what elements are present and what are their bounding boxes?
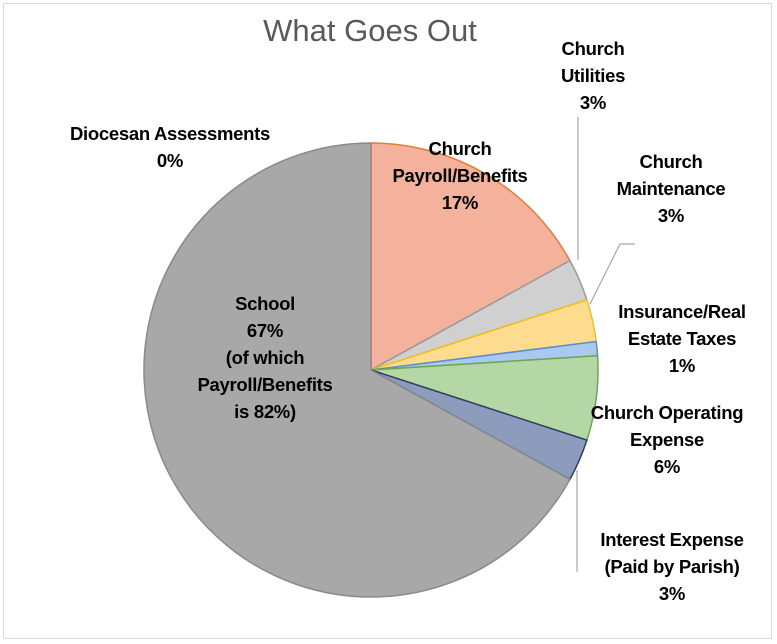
slice-label-line: 1%	[669, 355, 695, 376]
slice-label-line: Maintenance	[617, 178, 726, 199]
slice-label-line: (of which	[226, 347, 304, 368]
slice-label-line: Insurance/Real	[618, 301, 745, 322]
slice-label-line: Church Operating	[591, 402, 743, 423]
slice-label-line: 3%	[658, 205, 684, 226]
slice-label: Diocesan Assessments 0%	[70, 123, 270, 171]
slice-label-line: Estate Taxes	[628, 328, 736, 349]
slice-label-line: Church	[429, 138, 492, 159]
slice-label-line: Expense	[630, 429, 704, 450]
slice-label: Church Payroll/Benefits 17%	[392, 138, 527, 213]
slice-label: Insurance/Real Estate Taxes 1%	[618, 301, 745, 376]
slice-label-line: Utilities	[561, 65, 625, 86]
chart-title: What Goes Out	[263, 13, 477, 48]
slice-label: Church Maintenance 3%	[617, 151, 726, 226]
slice-label-line: Diocesan Assessments	[70, 123, 270, 144]
slice-label-line: is 82%)	[234, 401, 296, 422]
slice-label-line: 3%	[580, 92, 606, 113]
slice-label-line: Payroll/Benefits	[392, 165, 527, 186]
pie-slice	[370, 142, 571, 372]
slice-label-line: 17%	[442, 192, 478, 213]
slice-label-line: (Paid by Parish)	[604, 556, 739, 577]
slice-label-line: 67%	[247, 320, 283, 341]
slice-label-line: Church	[562, 38, 625, 59]
slice-label-line: 3%	[659, 583, 685, 604]
slice-label-line: Payroll/Benefits	[197, 374, 332, 395]
pie-slice	[143, 142, 571, 598]
slice-label: Church Operating Expense 6%	[591, 402, 743, 477]
slice-label-line: Interest Expense	[600, 529, 743, 550]
slice-label-line: 0%	[157, 150, 183, 171]
leader-line	[589, 243, 635, 305]
slice-label-line: 6%	[654, 456, 680, 477]
slice-label: School 67% (of which Payroll/Benefits is 82%…	[197, 293, 332, 422]
slice-label: Church Utilities 3%	[561, 38, 625, 113]
slice-label-line: School	[235, 293, 295, 314]
slice-label-line: Church	[640, 151, 703, 172]
slice-label: Interest Expense (Paid by Parish) 3%	[600, 529, 743, 604]
